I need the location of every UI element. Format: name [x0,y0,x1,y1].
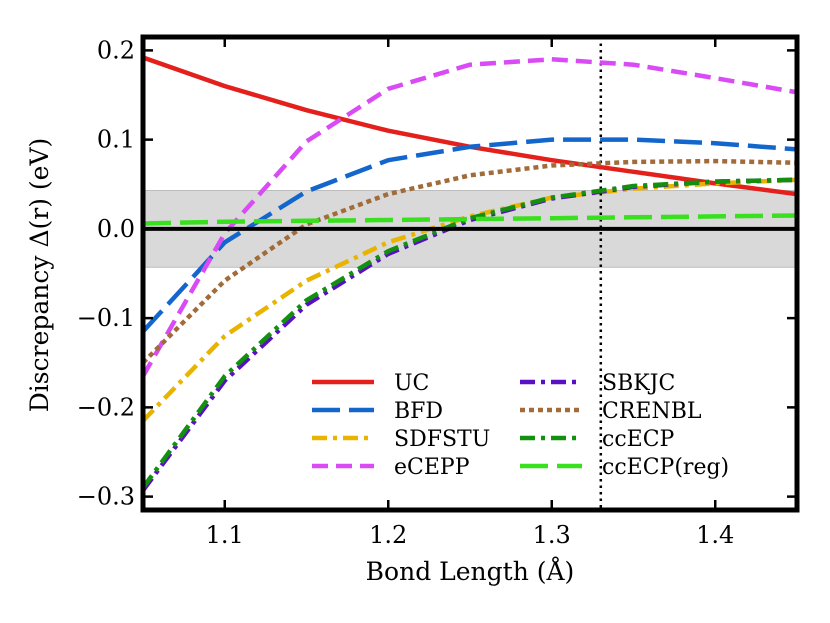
legend-label: ccECP [602,427,675,452]
legend-label: BFD [394,399,443,424]
y-tick-label: 0.0 [97,215,135,243]
plot-frame [140,34,800,513]
legend-label: UC [394,371,429,396]
series-layer [143,55,797,492]
x-axis-label: Bond Length (Å) [366,556,575,586]
legend: UC BFD SDFSTU eCEPP SBKJC CRENBL ccECP ccECP(re… [312,371,729,480]
legend-label: ccECP(reg) [602,455,729,480]
y-tick-label: 0.1 [97,126,135,154]
x-tick-label: 1.2 [369,521,407,549]
plot-frame-layer [140,34,800,513]
series-line-crenbl [143,158,797,365]
y-tick-label: −0.2 [77,393,135,421]
x-tick-label: 1.4 [696,521,734,549]
y-tick-label: −0.3 [77,483,135,511]
x-tick-label: 1.1 [206,521,244,549]
y-tick-label: 0.2 [97,36,135,64]
legend-label: eCEPP [394,455,470,480]
series-line-ccecp [143,177,797,490]
y-tick-label: −0.1 [77,304,135,332]
ticks-layer: 1.1 1.2 1.3 1.4 −0.3 −0.2 −0.1 0.0 0.1 0.2 [77,36,797,549]
series-line-ccecp-reg- [143,213,797,226]
legend-label: CRENBL [602,399,702,424]
series-line-bfd [143,137,797,334]
y-axis-label: Discrepancy Δ(r) (eV) [25,138,54,413]
legend-label: SBKJC [602,371,675,396]
legend-label: SDFSTU [394,427,490,452]
x-tick-label: 1.3 [533,521,571,549]
series-line-ecepp [143,57,797,378]
series-line-uc [143,55,797,197]
